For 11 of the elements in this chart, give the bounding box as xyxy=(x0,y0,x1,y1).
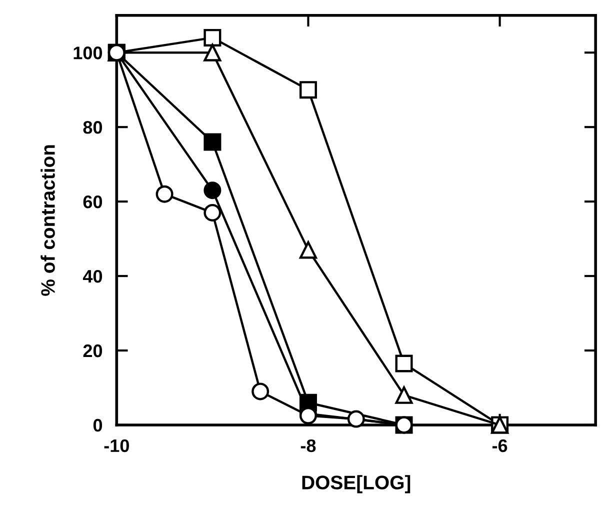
y-tick-label: 80 xyxy=(83,121,102,134)
y-tick-label: 0 xyxy=(93,418,102,432)
y-tick-label: 40 xyxy=(82,270,102,283)
y-tick-label: 20 xyxy=(83,344,102,358)
x-tick-label: -8 xyxy=(300,439,316,452)
y-tick-label: 100 xyxy=(74,46,102,60)
y-tick-label: 60 xyxy=(83,195,102,208)
x-axis-title: DOSE[LOG] xyxy=(302,475,410,494)
x-tick-label: -10 xyxy=(104,439,129,452)
x-tick-label: -6 xyxy=(492,439,508,452)
y-axis-title: % of contraction xyxy=(40,145,55,296)
